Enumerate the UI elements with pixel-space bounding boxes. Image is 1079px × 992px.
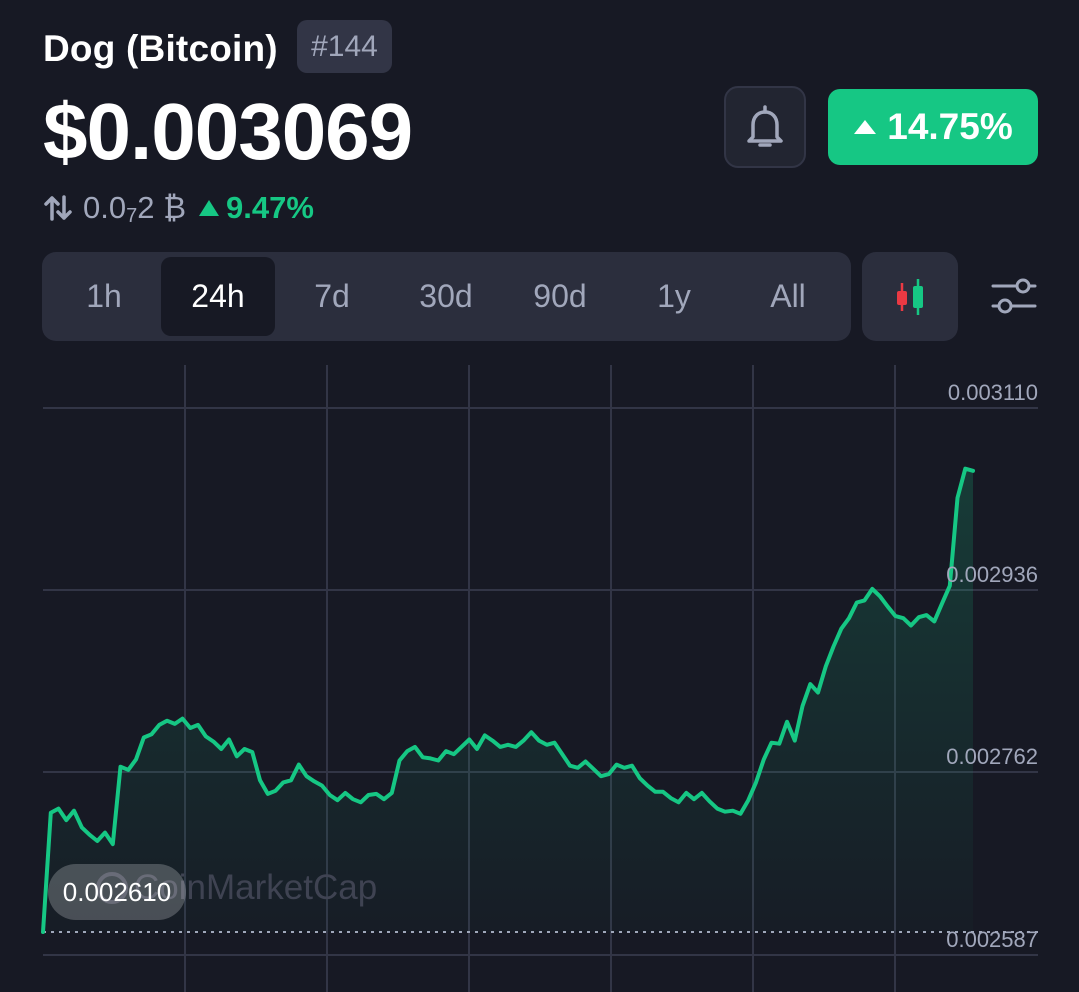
- tab-all[interactable]: All: [770, 278, 806, 314]
- change-24h-value: 14.75%: [887, 106, 1013, 147]
- price: $0.003069: [43, 87, 413, 176]
- y-tick-label: 0.002936: [946, 562, 1038, 587]
- btc-change: 9.47%: [198, 190, 314, 226]
- tab-7d[interactable]: 7d: [314, 278, 350, 314]
- btc-price-row: 0.0 7 2 ₿ 9.47%: [43, 188, 314, 228]
- tab-1h[interactable]: 1h: [86, 278, 122, 314]
- btc-change-value: 9.47%: [226, 190, 314, 225]
- tab-30d[interactable]: 30d: [419, 278, 473, 314]
- price-area-fill: [43, 468, 973, 932]
- coinmarketcap-logo-icon: [96, 872, 128, 904]
- y-tick-label: 0.003110: [948, 380, 1038, 405]
- coinmarketcap-watermark: CoinMarketCap: [96, 868, 377, 908]
- triangle-up-icon: [854, 120, 877, 134]
- coin-name: Dog (Bitcoin): [43, 28, 278, 69]
- bell-icon: [747, 105, 783, 147]
- tab-1y[interactable]: 1y: [657, 278, 691, 314]
- y-tick-label: 0.002587: [946, 927, 1038, 952]
- btc-price-prefix: 0.0: [83, 190, 127, 225]
- watermark-text: CoinMarketCap: [134, 868, 378, 907]
- low-price-label: 0.002610: [48, 864, 186, 920]
- y-tick-label: 0.002762: [946, 744, 1038, 769]
- price-line: [41, 466, 975, 934]
- swap-arrows-icon[interactable]: [43, 193, 73, 223]
- tab-90d[interactable]: 90d: [533, 278, 587, 314]
- triangle-up-icon: [199, 200, 220, 216]
- chart-settings-button[interactable]: [990, 274, 1038, 318]
- btc-price-subscript: 7: [126, 204, 138, 227]
- btc-price-suffix: 2 ₿: [137, 190, 187, 225]
- price-alert-button[interactable]: [724, 86, 806, 168]
- sliders-icon: [991, 278, 1037, 314]
- tab-24h[interactable]: 24h: [161, 257, 275, 336]
- candlestick-icon: [897, 278, 923, 315]
- candlestick-toggle-button[interactable]: [862, 252, 958, 341]
- rank-badge: #144: [297, 20, 392, 73]
- change-24h-badge: 14.75%: [828, 89, 1038, 165]
- timeframe-tabs: 1h 24h 7d 30d 90d 1y All: [42, 252, 851, 341]
